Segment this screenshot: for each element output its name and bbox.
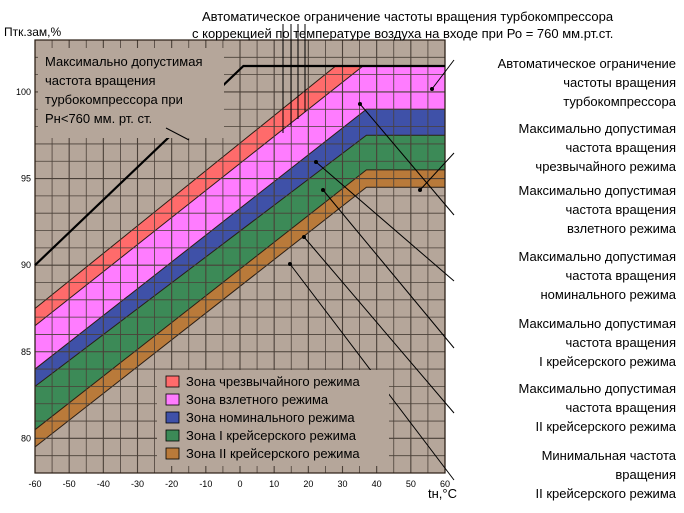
right-annotation-line: частота вращения — [565, 268, 676, 283]
y-tick-label: 100 — [16, 87, 31, 97]
plot-frame — [34, 39, 446, 474]
right-annotation-line: I крейсерского режима — [539, 354, 677, 369]
y-axis-label: Птк.зам,% — [4, 25, 61, 39]
legend-entry: Зона II крейсерского режима — [186, 446, 360, 461]
right-annotation-line: взлетного режима — [567, 221, 677, 236]
right-annotation-leader — [419, 152, 455, 191]
x-tick-label: 40 — [372, 479, 382, 489]
right-annotation-leader — [303, 236, 455, 414]
right-annotation-line: частоты вращения — [563, 75, 676, 90]
leader-dot — [321, 188, 325, 192]
right-annotation-line: частота вращения — [565, 202, 676, 217]
leader-dot — [430, 87, 434, 91]
top-annotation-line-1: Автоматическое ограничение частоты враще… — [202, 9, 614, 24]
zone-5-upper-line — [34, 169, 445, 431]
right-annotation-line: частота вращения — [565, 400, 676, 415]
leader-dot — [418, 188, 422, 192]
x-tick-label: 0 — [237, 479, 242, 489]
right-annotation-line: Максимально допустимая — [519, 183, 676, 198]
y-tick-label: 80 — [21, 433, 31, 443]
zone-5-lower-line — [34, 186, 445, 448]
max-rpm-note-line: турбокомпрессора при — [45, 92, 183, 107]
right-annotation-line: Максимально допустимая — [519, 381, 676, 396]
right-annotation-line: частота вращения — [565, 140, 676, 155]
right-annotation-line: Автоматическое ограничение — [498, 56, 676, 71]
zone-4-upper-line — [34, 134, 445, 387]
x-tick-label: -10 — [199, 479, 212, 489]
max-rpm-note-line: Рн<760 мм. рт. ст. — [45, 111, 152, 126]
legend-entry: Зона I крейсерского режима — [186, 428, 357, 443]
right-annotation-leader — [431, 59, 455, 90]
right-annotation-line: Максимально допустимая — [519, 249, 676, 264]
right-annotation-line: турбокомпрессора — [563, 94, 676, 109]
leader-dot — [358, 102, 362, 106]
top-annotation-line-2: с коррекцией по температуре воздуха на в… — [192, 26, 613, 41]
zone-4-area — [35, 135, 445, 430]
max-rpm-note-leader — [165, 127, 190, 141]
right-annotation-line: II крейсерского режима — [535, 486, 676, 501]
max-rpm-pn-line — [34, 64, 445, 266]
legend-swatch — [165, 375, 180, 388]
right-annotation-leader — [359, 103, 455, 216]
y-tick-label: 90 — [21, 260, 31, 270]
right-annotation-line: II крейсерского режима — [535, 419, 676, 434]
right-annotation-line: номинального режима — [540, 287, 676, 302]
legend-swatch — [165, 393, 180, 406]
max-rpm-note-line: Максимально допустимая — [45, 54, 202, 69]
legend-swatch — [165, 411, 180, 424]
leader-dot — [288, 262, 292, 266]
x-tick-label: -60 — [28, 479, 41, 489]
y-tick-label: 95 — [21, 174, 31, 184]
legend-box — [157, 370, 389, 466]
legend-swatch — [165, 429, 180, 442]
x-tick-label: 30 — [337, 479, 347, 489]
x-axis-label: tн,°C — [428, 486, 457, 501]
x-tick-label: 20 — [303, 479, 313, 489]
right-annotation-line: чрезвычайного режима — [535, 159, 676, 174]
right-annotation-line: Максимально допустимая — [519, 121, 676, 136]
right-annotation-line: Максимально допустимая — [519, 316, 676, 331]
x-tick-label: 60 — [440, 479, 450, 489]
x-tick-label: -30 — [131, 479, 144, 489]
zone-2-area — [35, 65, 445, 370]
x-tick-label: 50 — [406, 479, 416, 489]
legend-swatch — [165, 447, 180, 460]
right-annotation-leader — [322, 189, 455, 349]
legend-entry: Зона взлетного режима — [186, 392, 329, 407]
max-rpm-note-box — [38, 48, 224, 138]
right-annotation-line: частота вращения — [565, 335, 676, 350]
x-tick-label: -40 — [97, 479, 110, 489]
legend: Зона чрезвычайного режима Зона взлетного … — [157, 370, 389, 466]
right-annotation-line: вращения — [615, 467, 676, 482]
leader-dot — [314, 160, 318, 164]
x-tick-label: 10 — [269, 479, 279, 489]
max-rpm-note-line: частота вращения — [45, 73, 156, 88]
y-tick-label: 85 — [21, 347, 31, 357]
x-tick-label: -50 — [63, 479, 76, 489]
right-annotation-line: Минимальная частота — [542, 448, 677, 463]
right-annotation-leader — [315, 161, 455, 282]
legend-entry: Зона чрезвычайного режима — [186, 374, 360, 389]
legend-entry: Зона номинального режима — [186, 410, 355, 425]
x-tick-label: -20 — [165, 479, 178, 489]
leader-dot — [302, 235, 306, 239]
